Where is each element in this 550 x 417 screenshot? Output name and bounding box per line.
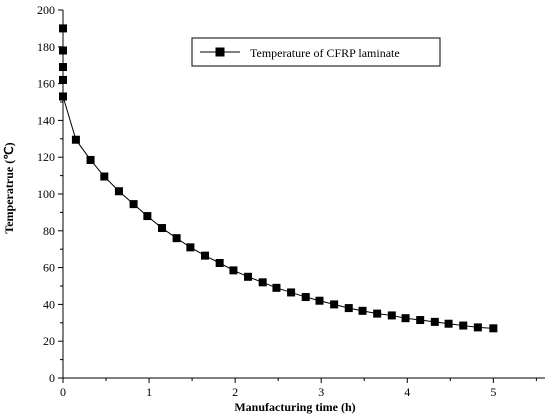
data-point — [100, 172, 109, 181]
data-point — [86, 155, 95, 164]
data-point — [186, 243, 195, 252]
y-tick-label: 140 — [37, 113, 55, 127]
data-point — [489, 324, 498, 333]
x-tick-label: 4 — [404, 385, 410, 399]
data-point — [473, 323, 482, 332]
data-point — [272, 283, 281, 292]
data-point — [373, 309, 382, 318]
legend-label: Temperature of CFRP laminate — [250, 46, 400, 60]
x-tick-label: 3 — [318, 385, 324, 399]
data-point — [114, 187, 123, 196]
y-tick-label: 20 — [43, 334, 55, 348]
data-point — [157, 224, 166, 233]
series-layer — [59, 24, 498, 333]
data-point — [143, 212, 152, 221]
data-point — [387, 311, 396, 320]
data-point — [430, 317, 439, 326]
y-tick-label: 40 — [43, 297, 55, 311]
data-point — [215, 259, 224, 267]
y-tick-label: 100 — [37, 187, 55, 201]
plot-area: 0 1 2 3 4 5 0 20 40 60 80 100 120 140 160 180 200 — [37, 3, 545, 399]
data-point — [344, 304, 353, 313]
data-point — [258, 278, 267, 287]
data-point — [201, 251, 210, 260]
data-point — [129, 200, 138, 209]
data-point — [244, 272, 253, 281]
data-point — [59, 75, 67, 84]
data-point — [358, 306, 367, 315]
x-tick-label: 0 — [60, 385, 66, 399]
data-point — [229, 266, 238, 275]
y-axis-ticks: 0 20 40 60 80 100 120 140 160 180 200 — [37, 3, 63, 385]
legend-marker-square — [215, 47, 225, 57]
data-point — [287, 288, 296, 297]
data-point — [301, 293, 310, 302]
data-point — [59, 92, 67, 101]
y-tick-label: 200 — [37, 3, 55, 17]
y-tick-label: 0 — [49, 371, 55, 385]
x-tick-label: 2 — [232, 385, 238, 399]
x-tick-label: 5 — [490, 385, 496, 399]
legend: Temperature of CFRP laminate — [191, 37, 441, 67]
y-tick-label: 180 — [37, 40, 55, 54]
y-tick-label: 80 — [43, 224, 55, 238]
data-point — [401, 314, 410, 323]
data-point — [459, 321, 468, 330]
legend-box — [191, 37, 441, 67]
y-tick-label: 160 — [37, 77, 55, 91]
data-point — [444, 319, 453, 328]
data-point — [172, 234, 181, 243]
data-point — [330, 300, 339, 309]
x-axis-ticks: 0 1 2 3 4 5 — [60, 378, 537, 399]
data-point — [59, 24, 67, 33]
x-tick-label: 1 — [146, 385, 152, 399]
y-tick-label: 120 — [37, 150, 55, 164]
series-line — [62, 28, 494, 329]
y-axis-title: Temperatrue (℃) — [2, 142, 16, 233]
data-point — [59, 46, 67, 55]
data-point — [71, 135, 80, 144]
y-tick-label: 60 — [43, 261, 55, 275]
data-point — [416, 316, 425, 325]
data-point — [59, 63, 67, 72]
x-axis-title: Manufacturing time (h) — [234, 400, 355, 414]
data-point — [315, 296, 324, 305]
